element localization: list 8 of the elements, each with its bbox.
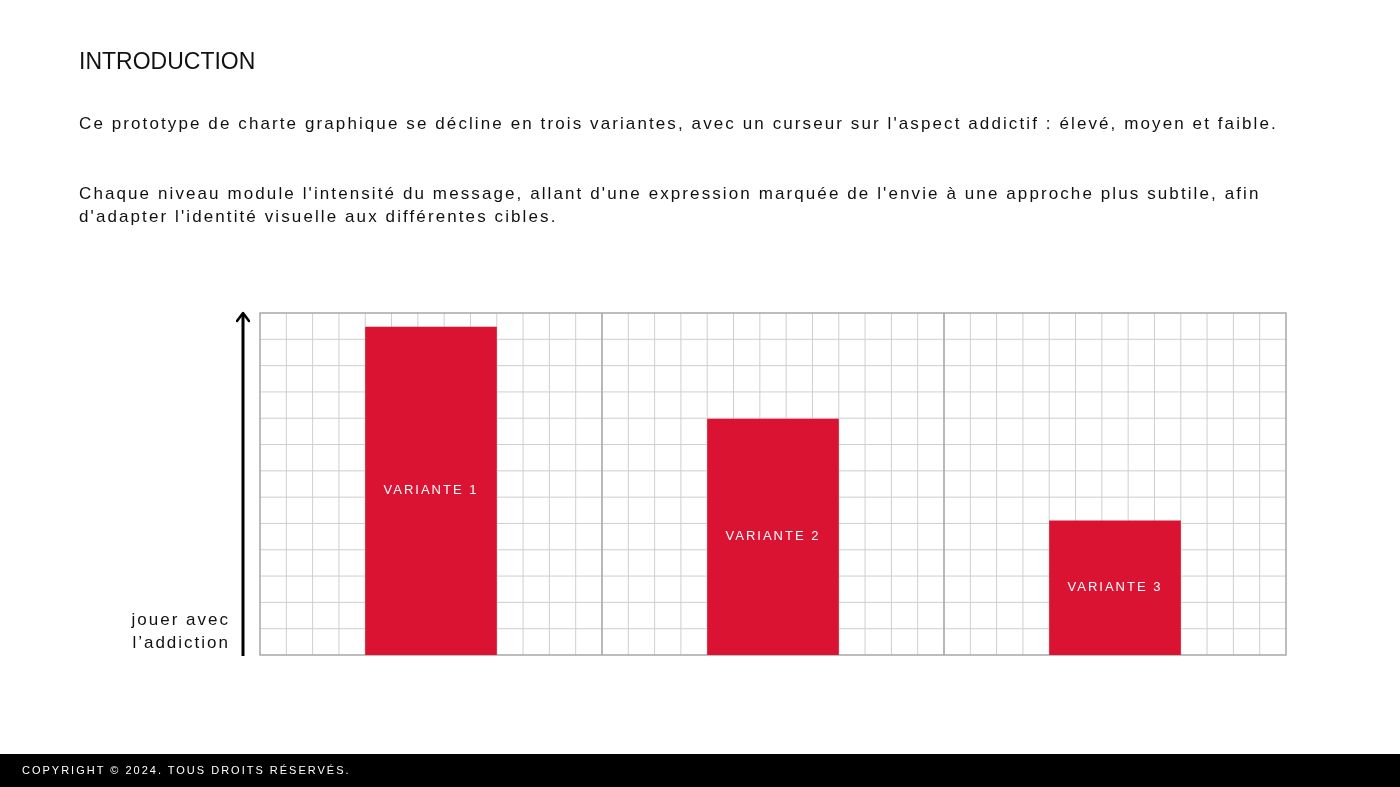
x-tick-label: VARIANTE 1 — [383, 482, 479, 498]
text: Ce prototype de charte graphique se décline en trois variantes, avec un curseur sur l'aspect addictif : élevé, moyen et faible. — [79, 113, 1279, 135]
chart-title: INTRODUCTION — [79, 48, 256, 75]
x-tick-label: VARIANTE 2 — [725, 528, 821, 544]
x-tick-label: VARIANTE 3 — [1067, 579, 1163, 595]
text: COPYRIGHT © 2024. TOUS DROITS RÉSERVÉS. — [22, 764, 351, 776]
y-axis-title: jouer avec l’addiction — [130, 609, 230, 654]
text: Chaque niveau module l'intensité du message, allant d'une expression marquée de l'envie à une approche plus subtile, afin d'adapter l'identité visuelle aux différentes cibles. — [79, 183, 1262, 228]
